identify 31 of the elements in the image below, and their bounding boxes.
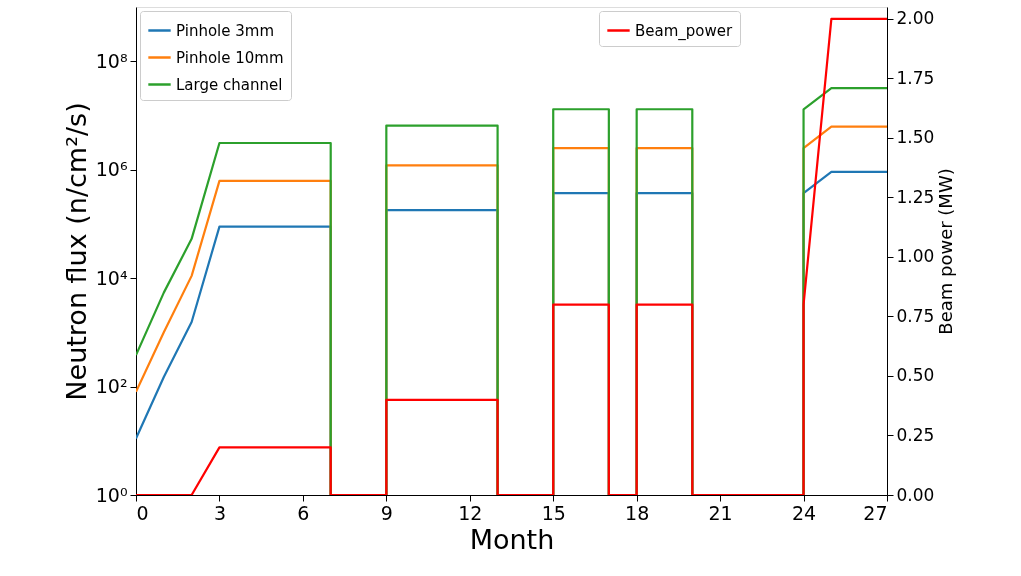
y-axis-title: Neutron flux (n/cm²/s) <box>60 102 92 401</box>
y2-axis-title: Beam power (MW) <box>935 168 957 335</box>
y2-tick-label: 0.75 <box>896 305 935 326</box>
y2-tick-label: 0.50 <box>896 365 935 386</box>
y2-tick-label: 1.00 <box>896 246 935 267</box>
legend-label: Beam_power <box>635 21 734 41</box>
x-tick-label: 6 <box>297 501 310 524</box>
x-tick-label: 9 <box>380 501 393 524</box>
x-tick-label: 27 <box>863 501 888 524</box>
x-tick-label: 0 <box>136 501 149 524</box>
y2-tick-label: 0.25 <box>896 424 935 445</box>
y2-tick-label: 0.00 <box>896 484 935 505</box>
x-tick-label: 24 <box>791 501 817 524</box>
y2-tick-label: 1.75 <box>896 67 935 88</box>
y-tick-label: 10⁶ <box>95 158 128 181</box>
x-tick-label: 21 <box>708 501 733 524</box>
y-tick-label: 10⁸ <box>95 49 128 72</box>
y-tick-label: 10² <box>95 375 128 398</box>
legend-label: Large channel <box>176 75 283 94</box>
x-tick-label: 18 <box>625 501 650 524</box>
y2-tick-label: 1.25 <box>896 186 935 207</box>
y2-tick-label: 2.00 <box>896 8 935 29</box>
y2-tick-label: 1.50 <box>896 127 935 148</box>
x-tick-label: 3 <box>213 501 226 524</box>
x-axis-title: Month <box>469 523 555 555</box>
y-tick-label: 10⁰ <box>95 483 128 506</box>
legend-label: Pinhole 3mm <box>176 21 275 40</box>
x-tick-label: 15 <box>541 501 566 524</box>
x-tick-label: 12 <box>458 501 483 524</box>
legend-label: Pinhole 10mm <box>176 48 284 67</box>
y-tick-label: 10⁴ <box>95 266 128 289</box>
